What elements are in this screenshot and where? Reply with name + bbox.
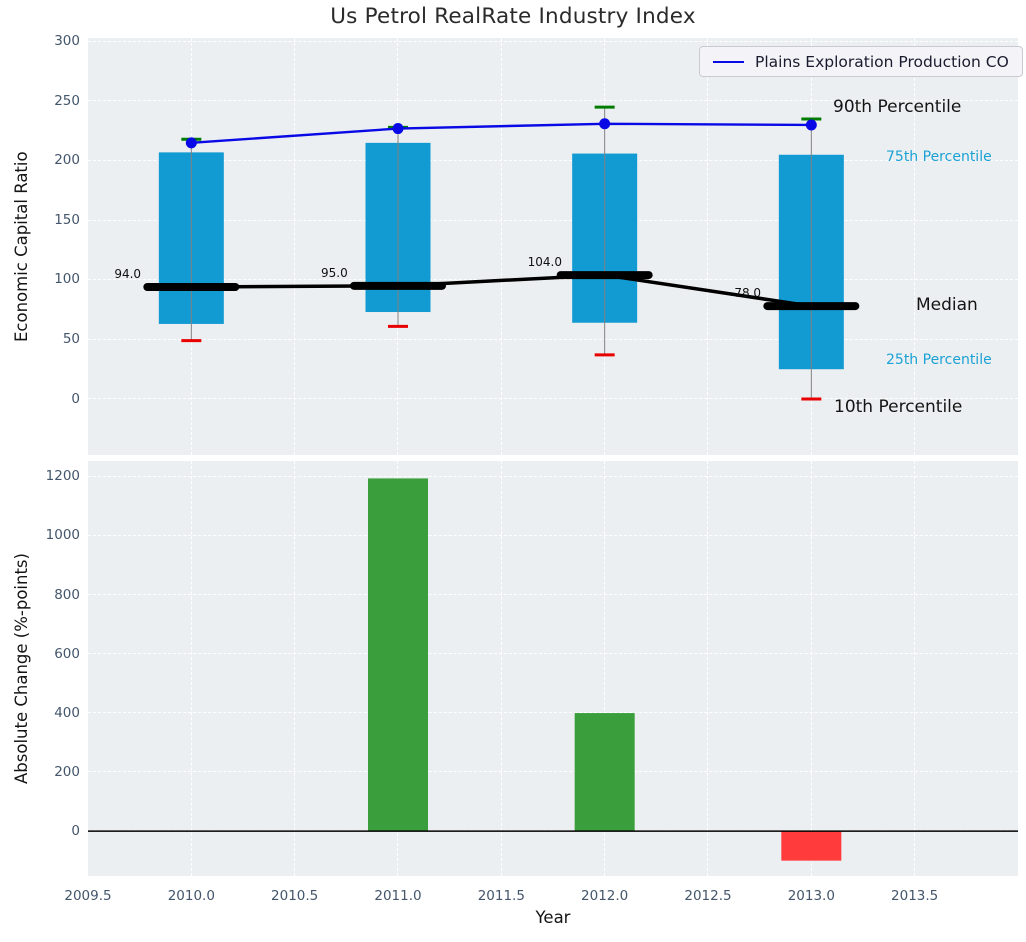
gridline-h bbox=[88, 594, 1018, 596]
company-point bbox=[185, 137, 197, 149]
gridline-h bbox=[88, 535, 1018, 537]
company-point bbox=[392, 123, 404, 135]
y-tick-label: 300 bbox=[54, 33, 80, 50]
gridline-h bbox=[88, 338, 1018, 340]
gridline-v bbox=[913, 461, 915, 876]
annotation-median: Median bbox=[916, 295, 978, 315]
y-tick-label: 50 bbox=[62, 330, 80, 347]
x-tick-label: 2013.5 bbox=[891, 888, 939, 904]
chart-title: Us Petrol RealRate Industry Index bbox=[330, 4, 696, 29]
gridline-h bbox=[88, 771, 1018, 773]
y-tick-label: 0 bbox=[71, 390, 80, 407]
y-tick-label: 600 bbox=[54, 645, 80, 662]
gridline-v bbox=[707, 461, 709, 876]
gridline-v bbox=[913, 38, 915, 455]
x-tick-label: 2011.5 bbox=[477, 888, 525, 904]
y-tick-label: 400 bbox=[54, 704, 80, 721]
x-tick-label: 2010.0 bbox=[167, 888, 215, 904]
y-axis-label-bottom: Absolute Change (%-points) bbox=[12, 553, 31, 784]
gridline-v bbox=[810, 461, 812, 876]
median-value-label: 95.0 bbox=[321, 265, 348, 280]
x-tick-label: 2013.0 bbox=[787, 888, 835, 904]
gridline-h bbox=[88, 476, 1018, 478]
y-tick-label: 1200 bbox=[45, 468, 80, 485]
gridline-h bbox=[88, 712, 1018, 714]
x-tick-label: 2009.5 bbox=[64, 888, 112, 904]
change-bar bbox=[781, 831, 842, 861]
annotation-90th-percentile: 90th Percentile bbox=[833, 97, 962, 117]
median-value-label: 104.0 bbox=[527, 255, 563, 270]
y-tick-label: 200 bbox=[54, 152, 80, 169]
gridline-h bbox=[88, 398, 1018, 400]
gridline-h bbox=[88, 279, 1018, 281]
gridline-v bbox=[190, 461, 192, 876]
gridline-h bbox=[88, 160, 1018, 162]
change-bar bbox=[574, 713, 635, 832]
median-value-label: 94.0 bbox=[114, 267, 142, 281]
annotation-25th-percentile: 25th Percentile bbox=[886, 352, 992, 368]
gridline-h bbox=[88, 653, 1018, 655]
company-point bbox=[599, 118, 611, 130]
gridline-v bbox=[500, 461, 502, 876]
y-tick-label: 250 bbox=[54, 92, 80, 109]
gridline-v bbox=[603, 461, 605, 876]
gridline-h bbox=[88, 100, 1018, 102]
y-tick-label: 200 bbox=[54, 763, 80, 780]
gridline-h bbox=[88, 40, 1018, 42]
x-tick-label: 2012.0 bbox=[581, 888, 629, 904]
y-tick-label: 800 bbox=[54, 586, 80, 603]
gridline-v bbox=[707, 38, 709, 455]
y-tick-label: 150 bbox=[54, 211, 80, 228]
legend: Plains Exploration Production CO bbox=[699, 46, 1023, 77]
company-point bbox=[805, 119, 817, 131]
change-bar bbox=[368, 478, 428, 832]
company-line bbox=[191, 122, 812, 145]
median-line bbox=[191, 273, 812, 308]
change-bar-chart-canvas bbox=[88, 478, 1018, 861]
annotation-75th-percentile: 75th Percentile bbox=[886, 149, 992, 165]
x-tick-label: 2012.5 bbox=[684, 888, 732, 904]
gridline-h bbox=[88, 219, 1018, 221]
x-tick-label: 2010.5 bbox=[271, 888, 319, 904]
legend-label: Plains Exploration Production CO bbox=[755, 52, 1009, 71]
gridline-v bbox=[293, 461, 295, 876]
bottom-plot-area bbox=[88, 461, 1018, 876]
annotation-10th-percentile: 10th Percentile bbox=[834, 397, 963, 417]
median-value-label: 78.0 bbox=[734, 286, 762, 301]
legend-line-sample-icon bbox=[713, 60, 744, 63]
top-plot-area bbox=[88, 38, 1018, 455]
x-axis-label: Year bbox=[535, 908, 571, 927]
y-tick-label: 100 bbox=[54, 271, 80, 288]
x-tick-label: 2011.0 bbox=[374, 888, 422, 904]
gridline-v bbox=[500, 38, 502, 455]
percentile-chart-canvas bbox=[143, 105, 860, 401]
y-tick-label: 0 bbox=[71, 822, 80, 839]
y-tick-label: 1000 bbox=[45, 527, 80, 544]
gridline-v bbox=[293, 38, 295, 455]
